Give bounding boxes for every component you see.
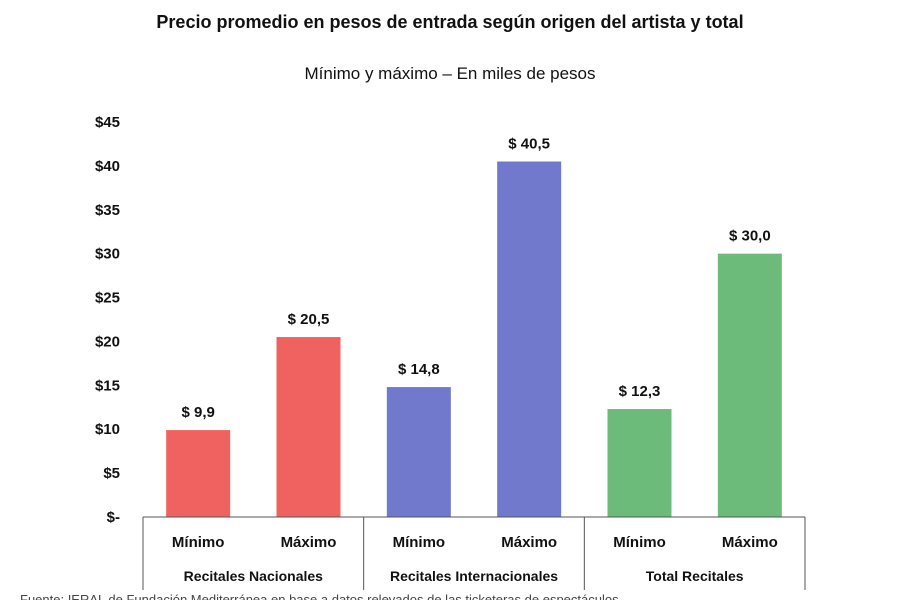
bar-value-label: $ 30,0 (729, 228, 771, 245)
chart-subtitle: Mínimo y máximo – En miles de pesos (304, 64, 596, 83)
x-category-label: Mínimo (393, 534, 446, 551)
y-tick-label: $5 (103, 465, 120, 482)
bar (607, 409, 672, 517)
source-footnote: Fuente: IERAL de Fundación Mediterránea … (20, 592, 619, 600)
bar-value-label: $ 20,5 (288, 311, 330, 328)
x-category-label: Mínimo (172, 534, 225, 551)
bar-value-label: $ 14,8 (398, 361, 440, 378)
y-tick-label: $45 (95, 114, 120, 131)
data-labels-group: $ 9,9 $ 20,5 $ 14,8 $ 40,5 $ 12,3 $ 30,0 (181, 136, 770, 422)
y-axis-labels: $- $5 $10 $15 $20 $25 $30 $35 $40 $45 (95, 114, 120, 526)
bar-value-label: $ 12,3 (619, 383, 661, 400)
bar (386, 387, 451, 517)
x-category-label: Máximo (281, 534, 337, 551)
x-axis-category-table: Mínimo Máximo Mínimo Máximo Mínimo Máximo Reci… (142, 516, 806, 590)
x-category-label: Mínimo (613, 534, 666, 551)
y-tick-label: $40 (95, 158, 120, 175)
y-tick-label: $- (107, 509, 120, 526)
x-group-label: Recitales Internacionales (390, 568, 558, 584)
bar (276, 337, 341, 517)
x-category-label: Máximo (722, 534, 778, 551)
x-category-label: Máximo (501, 534, 557, 551)
bar (166, 430, 231, 517)
y-tick-label: $10 (95, 421, 120, 438)
y-tick-label: $20 (95, 333, 120, 350)
y-tick-label: $35 (95, 202, 120, 219)
y-tick-label: $30 (95, 246, 120, 263)
x-group-label: Total Recitales (646, 568, 744, 584)
bars-group (166, 161, 782, 517)
x-group-label: Recitales Nacionales (184, 568, 324, 584)
chart-title: Precio promedio en pesos de entrada segú… (156, 12, 744, 32)
bar-value-label: $ 40,5 (508, 136, 550, 153)
bar-value-label: $ 9,9 (181, 404, 214, 421)
bar (497, 161, 562, 517)
y-tick-label: $25 (95, 290, 120, 307)
y-tick-label: $15 (95, 377, 120, 394)
bar (717, 253, 782, 517)
